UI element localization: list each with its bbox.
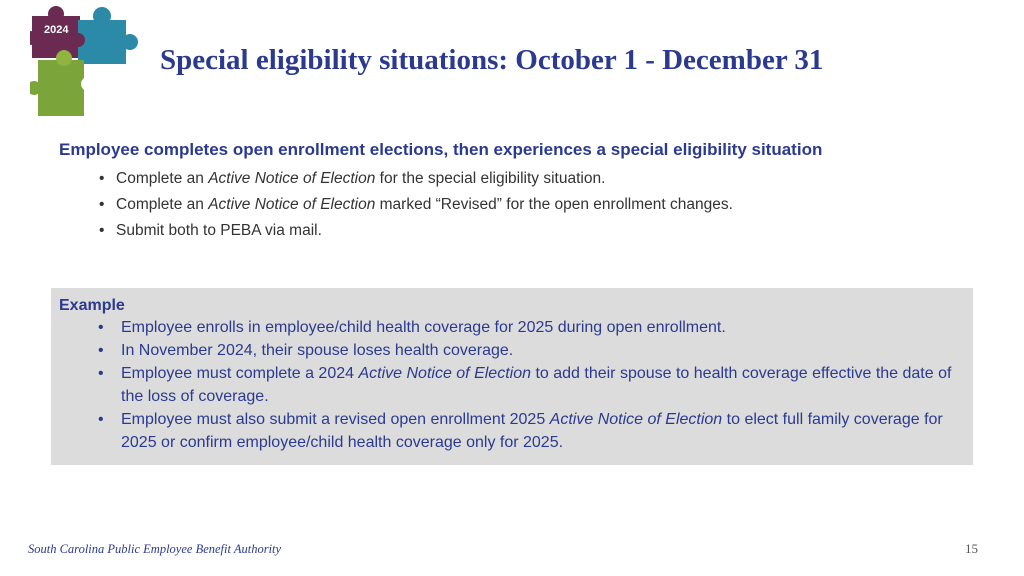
section-heading: Employee completes open enrollment elect… <box>59 140 823 159</box>
bullet-text: Submit both to PEBA via mail. <box>116 222 322 239</box>
bullet-icon: • <box>99 222 105 239</box>
bullet-text: to add their spouse to health coverage e… <box>121 365 952 405</box>
bullet-emphasis: Active Notice of Election <box>208 170 376 187</box>
example-heading: Example <box>59 297 125 314</box>
list-item: • Employee must complete a 2024 Active No… <box>59 362 961 408</box>
example-bullet-list: • Employee enrolls in employee/child heal… <box>59 316 961 454</box>
bullet-icon: • <box>99 170 105 187</box>
bullet-icon: • <box>98 342 104 359</box>
bullet-icon: • <box>99 196 105 213</box>
logo-year-text: 2024 <box>44 24 69 36</box>
list-item: • Complete an Active Notice of Election f… <box>59 166 979 192</box>
content-section: Employee completes open enrollment elect… <box>59 140 979 244</box>
bullet-text: In November 2024, their spouse loses hea… <box>121 342 514 359</box>
list-item: • Employee enrolls in employee/child heal… <box>59 316 961 339</box>
bullet-text: Employee enrolls in employee/child healt… <box>121 319 726 336</box>
bullet-text: for the special eligibility situation. <box>375 170 606 187</box>
list-item: • Submit both to PEBA via mail. <box>59 218 979 244</box>
list-item: • In November 2024, their spouse loses he… <box>59 339 961 362</box>
footer-organization: South Carolina Public Employee Benefit A… <box>28 542 282 556</box>
bullet-emphasis: Active Notice of Election <box>358 365 531 382</box>
bullet-icon: • <box>98 365 104 382</box>
bullet-text: Complete an <box>116 196 209 213</box>
puzzle-logo-icon: 2024 <box>30 6 138 116</box>
bullet-icon: • <box>98 411 104 428</box>
bullet-icon: • <box>98 319 104 336</box>
bullet-emphasis: Active Notice of Election <box>208 196 376 213</box>
page-title: Special eligibility situations: October … <box>160 44 824 76</box>
bullet-text: Employee must also submit a revised open… <box>121 411 550 428</box>
bullet-emphasis: Active Notice of Election <box>549 411 723 428</box>
list-item: • Complete an Active Notice of Election m… <box>59 192 979 218</box>
example-box: Example • Employee enrolls in employee/ch… <box>51 288 973 465</box>
bullet-text: to elect full family coverage for 2025 o… <box>121 411 943 451</box>
list-item: • Employee must also submit a revised ope… <box>59 408 961 454</box>
bullet-text: Employee must complete a 2024 <box>121 365 359 382</box>
page-number: 15 <box>965 541 978 556</box>
bullet-text: marked “Revised” for the open enrollment… <box>375 196 733 213</box>
section-bullet-list: • Complete an Active Notice of Election f… <box>59 166 979 244</box>
bullet-text: Complete an <box>116 170 209 187</box>
